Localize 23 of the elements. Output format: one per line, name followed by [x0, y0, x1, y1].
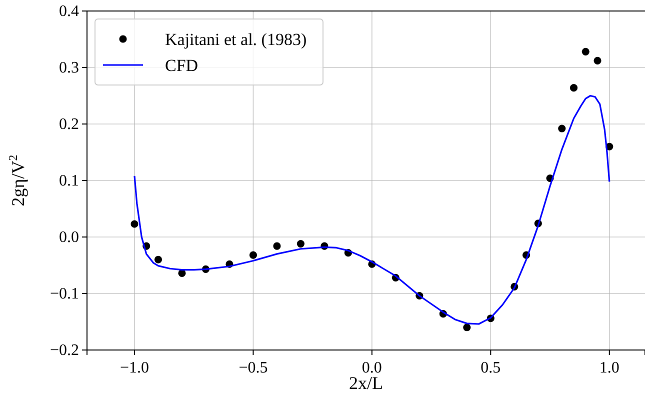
- legend-label: CFD: [165, 56, 198, 75]
- y-tick-label: 0.4: [59, 3, 79, 20]
- point: [130, 220, 138, 228]
- point: [570, 84, 578, 92]
- x-tick-label: −0.5: [238, 359, 268, 376]
- y-tick-label: −0.1: [50, 286, 79, 303]
- y-tick-label: −0.2: [50, 342, 79, 360]
- point: [296, 240, 304, 248]
- point: [154, 256, 162, 264]
- y-tick-label: 0.0: [59, 229, 79, 246]
- point: [249, 251, 257, 259]
- x-tick-label: −1.0: [120, 359, 150, 376]
- legend-label: Kajitani et al. (1983): [165, 30, 307, 49]
- x-tick-label: 1.0: [599, 359, 620, 376]
- y-tick-label: 0.3: [59, 60, 79, 77]
- point: [273, 242, 281, 250]
- x-tick-label: 0.5: [480, 359, 501, 376]
- y-tick-label: 0.2: [59, 116, 79, 134]
- point: [594, 56, 602, 64]
- point: [558, 124, 566, 132]
- point: [582, 48, 590, 56]
- y-tick-label: 0.1: [59, 172, 79, 190]
- point: [463, 324, 471, 332]
